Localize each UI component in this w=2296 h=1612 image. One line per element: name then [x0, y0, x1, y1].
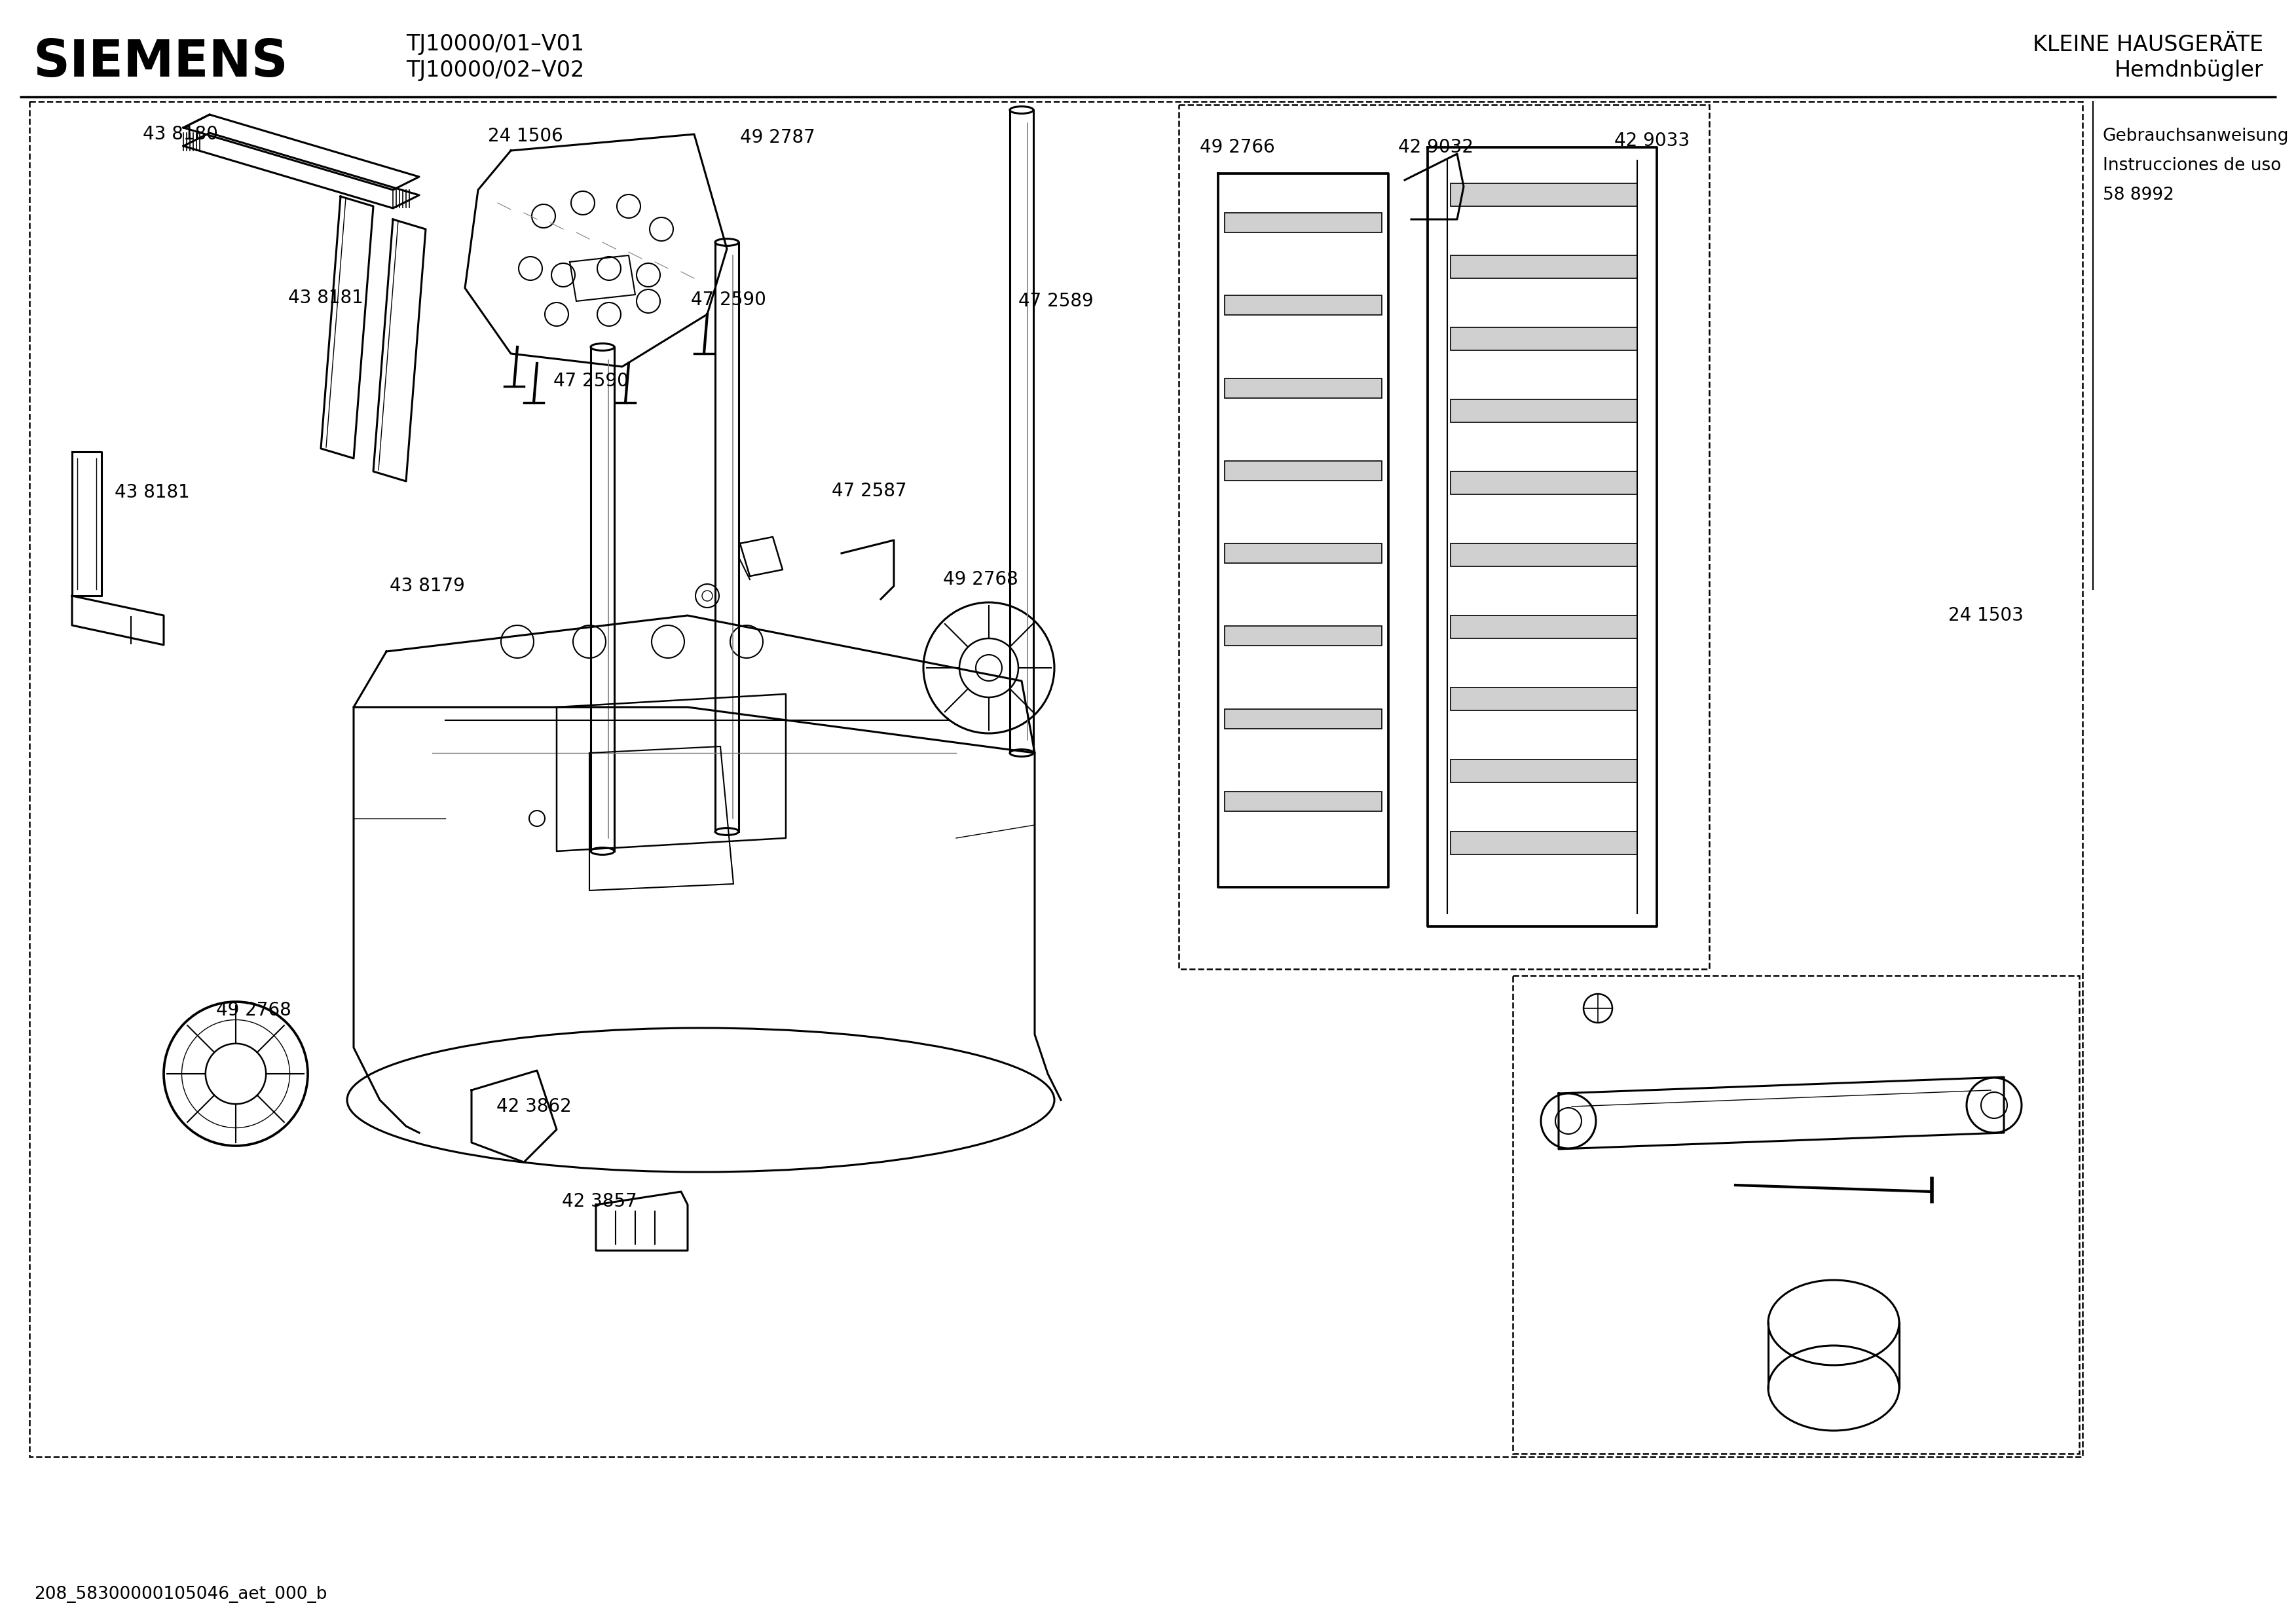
- Bar: [1451, 543, 1637, 566]
- Text: TJ10000/01–V01: TJ10000/01–V01: [406, 34, 583, 55]
- Bar: [1224, 625, 1382, 646]
- Text: 49 2787: 49 2787: [739, 129, 815, 147]
- Bar: [1224, 379, 1382, 398]
- Text: 42 3862: 42 3862: [496, 1098, 572, 1116]
- Bar: [1224, 213, 1382, 232]
- Bar: [1224, 709, 1382, 729]
- Text: Gebrauchsanweisung: Gebrauchsanweisung: [2103, 127, 2289, 145]
- Text: 47 2587: 47 2587: [831, 482, 907, 500]
- Text: Instrucciones de uso: Instrucciones de uso: [2103, 156, 2282, 174]
- Bar: [1451, 759, 1637, 782]
- Bar: [1224, 295, 1382, 314]
- Text: 42 9032: 42 9032: [1398, 139, 1474, 156]
- Bar: [1451, 400, 1637, 422]
- Bar: [1224, 461, 1382, 480]
- Bar: [1451, 471, 1637, 495]
- Text: Hemdnbügler: Hemdnbügler: [2115, 60, 2264, 82]
- Text: SIEMENS: SIEMENS: [32, 37, 287, 87]
- Text: 58 8992: 58 8992: [2103, 187, 2174, 203]
- Bar: [1451, 687, 1637, 711]
- Bar: [1451, 616, 1637, 638]
- Text: 43 8181: 43 8181: [287, 289, 363, 306]
- Bar: [1451, 255, 1637, 279]
- Text: 24 1503: 24 1503: [1949, 606, 2023, 624]
- Bar: [1451, 184, 1637, 206]
- Text: 47 2590: 47 2590: [553, 372, 629, 390]
- Text: TJ10000/02–V02: TJ10000/02–V02: [406, 60, 585, 82]
- Text: 49 2768: 49 2768: [944, 571, 1017, 588]
- Text: 47 2590: 47 2590: [691, 290, 767, 310]
- Text: 43 8179: 43 8179: [390, 577, 464, 595]
- Text: KLEINE HAUSGERÄTE: KLEINE HAUSGERÄTE: [2032, 34, 2264, 55]
- Bar: [1451, 832, 1637, 854]
- Text: 49 2768: 49 2768: [216, 1001, 292, 1019]
- Circle shape: [976, 654, 1001, 680]
- Text: 43 8180: 43 8180: [142, 126, 218, 143]
- Text: 208_58300000105046_aet_000_b: 208_58300000105046_aet_000_b: [34, 1586, 326, 1602]
- Text: 42 9033: 42 9033: [1614, 132, 1690, 150]
- Bar: [1224, 791, 1382, 811]
- Text: 47 2589: 47 2589: [1019, 292, 1093, 311]
- Text: 43 8181: 43 8181: [115, 484, 191, 501]
- Text: 49 2766: 49 2766: [1201, 139, 1274, 156]
- Bar: [1224, 543, 1382, 563]
- Text: 42 3857: 42 3857: [563, 1193, 636, 1211]
- Text: 24 1506: 24 1506: [487, 127, 563, 145]
- Bar: [1451, 327, 1637, 350]
